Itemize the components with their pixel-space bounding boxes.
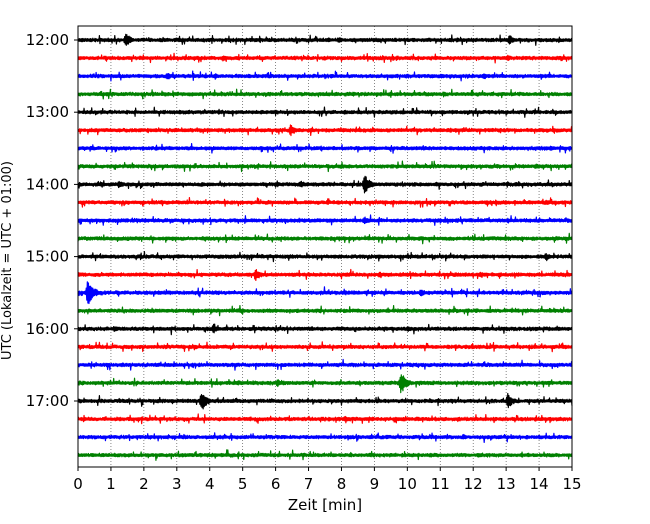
x-tick-label-0: 0 [73,475,83,493]
trace-15:45 [77,304,573,317]
x-tick-label-2: 2 [139,475,149,493]
trace-13:45 [77,160,573,173]
trace-14:30 [77,214,573,226]
x-tick-label-7: 7 [304,475,314,493]
trace-12:00 [77,33,573,46]
x-tick-label-14: 14 [530,475,549,493]
trace-14:00 [77,175,573,194]
trace-layer [77,33,573,461]
x-tick-label-6: 6 [271,475,281,493]
trace-14:45 [77,232,573,245]
trace-16:45 [77,374,573,394]
trace-13:30 [77,142,573,154]
trace-15:15 [77,268,573,282]
x-tick-label-13: 13 [497,475,516,493]
x-axis-label: Zeit [min] [288,496,362,514]
x-tick-label-12: 12 [464,475,483,493]
trace-17:30 [77,432,573,443]
plot-frame [77,25,573,468]
trace-13:15 [77,124,573,137]
trace-12:30 [77,70,573,82]
x-tick-label-11: 11 [431,475,450,493]
y-axis-label: UTC (Lokalzeit = UTC + 01:00) [0,161,15,360]
trace-15:00 [77,251,573,263]
x-tick-label-8: 8 [337,475,347,493]
y-tick-label-12:00: 12:00 [26,31,69,49]
trace-16:00 [77,323,573,336]
trace-12:15 [77,52,573,64]
trace-15:30 [77,281,573,305]
trace-13:00 [77,106,573,118]
x-tick-label-15: 15 [562,475,581,493]
y-tick-label-17:00: 17:00 [26,392,69,410]
y-tick-label-14:00: 14:00 [26,175,69,193]
trace-17:00 [77,392,573,410]
x-tick-label-9: 9 [370,475,380,493]
x-tick-label-4: 4 [205,475,215,493]
y-tick-label-13:00: 13:00 [26,103,69,121]
trace-17:45 [77,449,573,461]
y-tick-label-16:00: 16:00 [26,320,69,338]
x-tick-label-1: 1 [106,475,116,493]
tick-layer: 0 1 2 3 4 5 6 7 8 9 10 11 12 13 14 1512:0013:0014:0015:… [26,31,582,493]
trace-12:45 [77,88,573,100]
trace-14:15 [77,196,573,208]
x-tick-label-3: 3 [172,475,182,493]
trace-16:15 [77,341,573,353]
trace-16:30 [77,358,573,371]
trace-17:15 [77,413,573,425]
x-tick-label-5: 5 [238,475,248,493]
y-tick-label-15:00: 15:00 [26,248,69,266]
x-tick-label-10: 10 [398,475,417,493]
